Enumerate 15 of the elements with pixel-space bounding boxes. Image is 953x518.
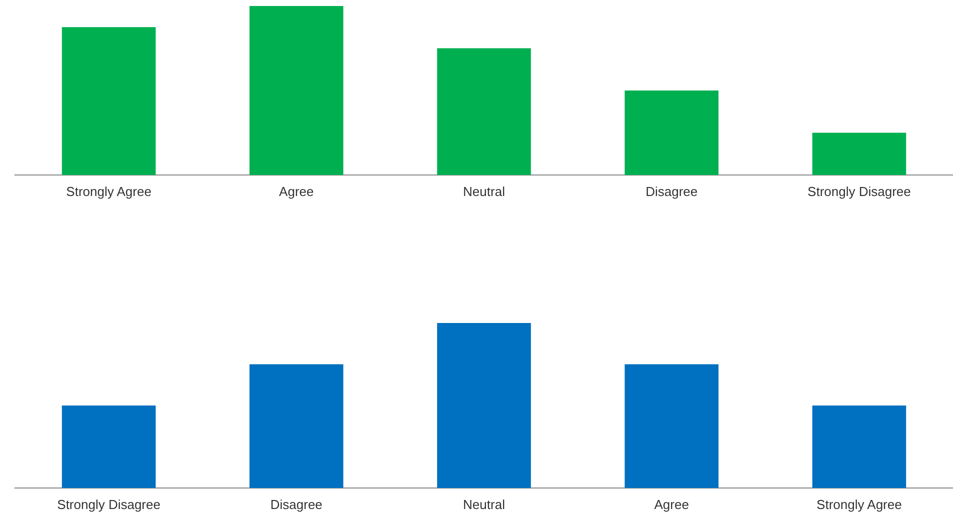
x-tick-label: Agree bbox=[279, 184, 314, 199]
x-tick-label: Strongly Disagree bbox=[57, 497, 160, 512]
x-tick-label: Neutral bbox=[463, 184, 506, 199]
x-tick-label: Disagree bbox=[646, 184, 698, 199]
bar bbox=[250, 6, 344, 175]
x-tick-label: Neutral bbox=[463, 497, 506, 512]
x-tick-label: Agree bbox=[654, 497, 689, 512]
bar bbox=[62, 27, 156, 175]
x-tick-label: Disagree bbox=[270, 497, 322, 512]
x-tick-label: Strongly Agree bbox=[66, 184, 152, 199]
bar bbox=[437, 48, 531, 175]
bar bbox=[812, 132, 906, 175]
x-tick-label: Strongly Agree bbox=[816, 497, 902, 512]
bar bbox=[624, 90, 718, 175]
x-tick-label: Strongly Disagree bbox=[808, 184, 911, 199]
